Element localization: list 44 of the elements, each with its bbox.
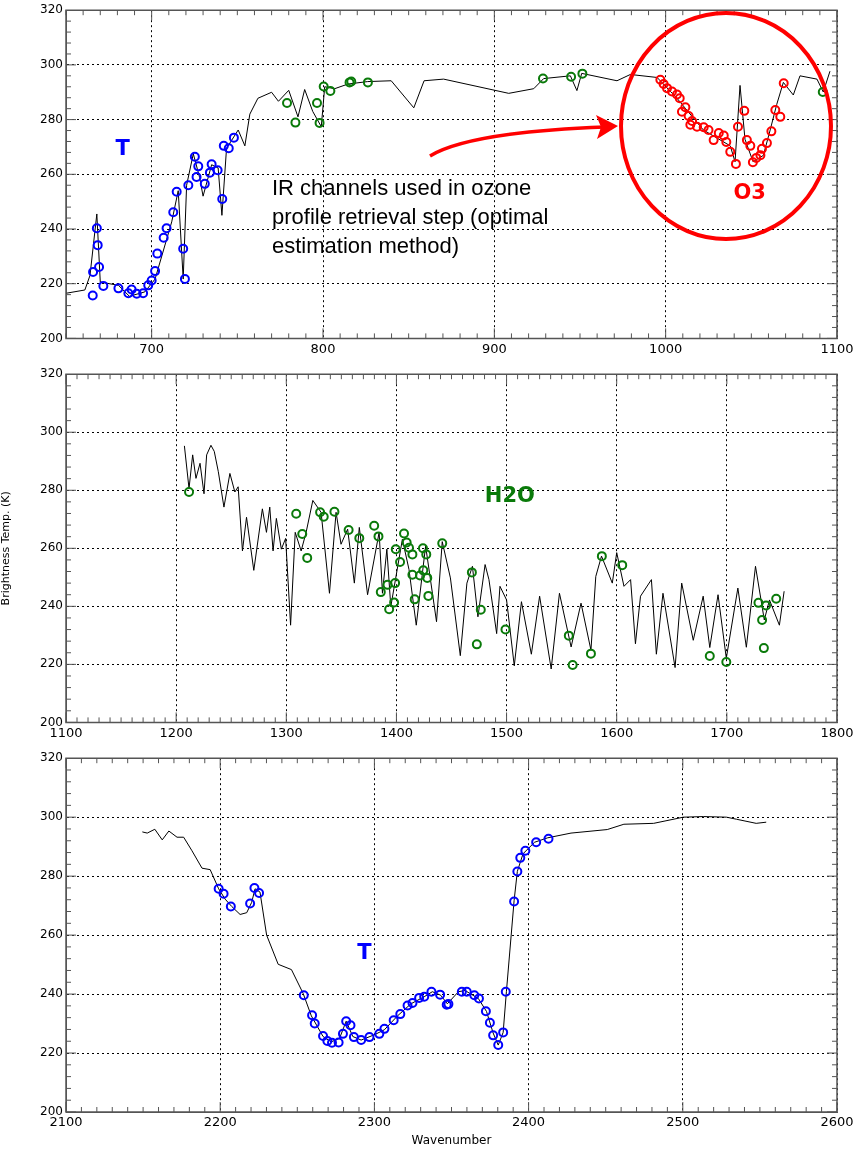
x-tick-label: 1200 bbox=[159, 724, 193, 740]
x-tick-label: 1800 bbox=[820, 724, 854, 740]
y-tick-label: 300 bbox=[40, 57, 63, 72]
x-tick-label: 1500 bbox=[490, 724, 524, 740]
y-tick-label: 300 bbox=[40, 424, 63, 439]
annotation: IR channels used in ozone profile retrieval step (optimal estimation method) bbox=[272, 175, 549, 258]
y-tick-label: 280 bbox=[40, 482, 63, 497]
text: T bbox=[115, 136, 131, 161]
series-label: O3 bbox=[733, 179, 766, 204]
y-tick-label: 200 bbox=[40, 330, 63, 345]
y-tick-label: 240 bbox=[40, 221, 63, 236]
x-tick-label: 2400 bbox=[512, 1114, 546, 1130]
text: H2O bbox=[484, 483, 535, 508]
y-tick-label: 220 bbox=[40, 1045, 63, 1060]
x-tick-label: 900 bbox=[481, 340, 507, 356]
text: T bbox=[357, 940, 373, 965]
y-tick-label: 240 bbox=[40, 598, 63, 613]
x-tick-label: 1600 bbox=[600, 724, 634, 740]
x-tick-label: 800 bbox=[310, 340, 336, 356]
y-tick-label: 260 bbox=[40, 927, 63, 942]
x-tick-label: 2500 bbox=[666, 1114, 700, 1130]
x-tick-label: 2300 bbox=[357, 1114, 391, 1130]
x-tick-label: 1700 bbox=[710, 724, 744, 740]
y-tick-label: 220 bbox=[40, 275, 63, 290]
x-tick-label: 700 bbox=[139, 340, 165, 356]
y-tick-label: 320 bbox=[40, 366, 63, 381]
y-tick-label: 220 bbox=[40, 656, 63, 671]
y-tick-label: 260 bbox=[40, 540, 63, 555]
x-tick-label: 2200 bbox=[203, 1114, 237, 1130]
y-axis-title: Brightness Temp. (K) bbox=[0, 491, 13, 606]
y-tick-label: 280 bbox=[40, 111, 63, 126]
y-tick-label: 320 bbox=[40, 2, 63, 17]
x-tick-label: 1400 bbox=[379, 724, 413, 740]
x-tick-label: 1100 bbox=[820, 340, 854, 356]
y-tick-label: 240 bbox=[40, 986, 63, 1001]
y-tick-label: 260 bbox=[40, 166, 63, 181]
y-tick-label: 280 bbox=[40, 868, 63, 883]
x-tick-label: 2600 bbox=[820, 1114, 854, 1130]
x-tick-label: 1300 bbox=[269, 724, 303, 740]
x-tick-label: 2100 bbox=[49, 1114, 83, 1130]
x-axis-title: Wavenumber bbox=[411, 1132, 492, 1147]
x-tick-label: 1000 bbox=[649, 340, 683, 356]
y-tick-label: 320 bbox=[40, 750, 63, 765]
y-tick-label: 300 bbox=[40, 809, 63, 824]
